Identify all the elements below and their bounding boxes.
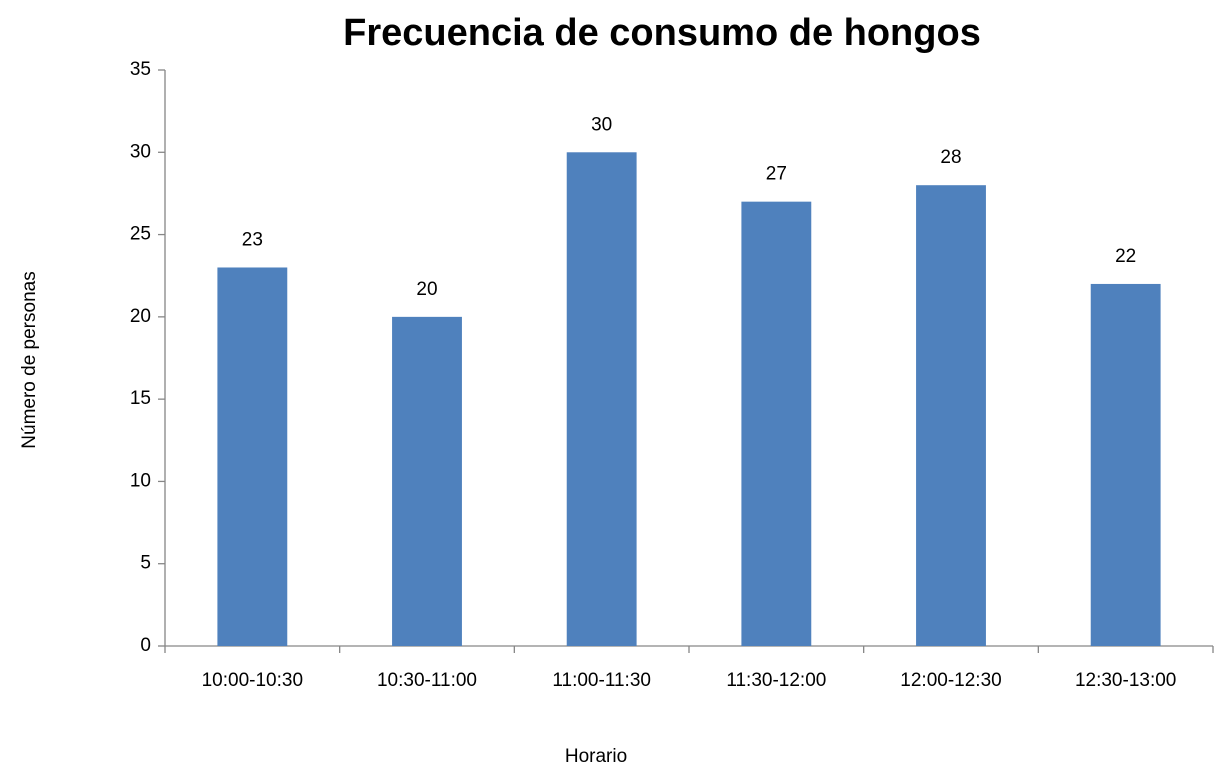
data-label: 27 — [766, 164, 787, 185]
y-tick-label: 5 — [140, 553, 151, 574]
y-tick-label: 20 — [130, 306, 151, 327]
chart-title: Frecuencia de consumo de hongos — [343, 12, 981, 54]
y-tick-label: 35 — [130, 59, 151, 80]
data-label: 23 — [242, 230, 263, 251]
bar — [217, 267, 288, 646]
data-label: 22 — [1115, 246, 1136, 267]
x-axis-label: Horario — [565, 746, 627, 767]
x-tick-label: 11:00-11:30 — [552, 670, 651, 691]
data-label: 30 — [591, 114, 612, 135]
bar — [741, 201, 812, 646]
bar — [566, 152, 637, 647]
y-tick-label: 0 — [140, 635, 151, 656]
bar — [392, 316, 462, 646]
x-tick-label: 11:30-12:00 — [726, 670, 826, 691]
data-label: 20 — [416, 279, 437, 300]
data-label: 28 — [940, 147, 961, 168]
x-tick-label: 12:30-13:00 — [1075, 670, 1176, 691]
x-tick-label: 12:00-12:30 — [900, 670, 1001, 691]
y-tick-label: 30 — [130, 141, 151, 162]
y-tick-label: 10 — [130, 470, 151, 491]
y-tick-label: 25 — [130, 224, 151, 245]
bar — [1090, 283, 1161, 646]
y-axis-label: Número de personas — [19, 271, 40, 448]
x-tick-label: 10:00-10:30 — [202, 670, 303, 691]
x-tick-label: 10:30-11:00 — [377, 670, 477, 691]
y-tick-label: 15 — [130, 388, 151, 409]
bar — [916, 185, 986, 646]
